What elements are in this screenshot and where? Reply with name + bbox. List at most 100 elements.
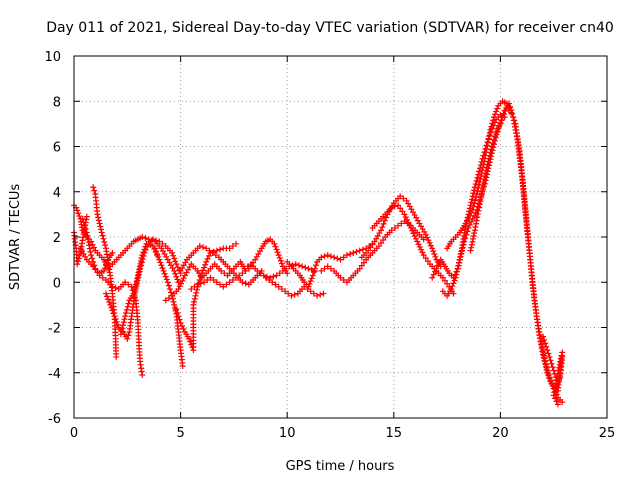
data-point <box>488 146 495 153</box>
data-point <box>489 120 496 127</box>
y-tick-label: -4 <box>48 367 61 382</box>
data-point <box>177 319 184 326</box>
data-point <box>429 274 436 281</box>
data-point <box>123 310 130 317</box>
data-point <box>458 250 465 257</box>
data-point <box>278 286 285 293</box>
data-point <box>541 336 548 343</box>
data-point <box>557 358 564 365</box>
data-point <box>196 276 203 283</box>
data-point <box>492 111 499 118</box>
data-point <box>159 240 166 247</box>
data-point <box>544 369 551 376</box>
data-point <box>380 220 387 227</box>
data-point <box>550 392 557 399</box>
data-point <box>173 306 180 313</box>
data-point <box>510 117 517 124</box>
data-point <box>343 252 350 259</box>
data-point <box>542 363 549 370</box>
data-point <box>271 240 278 247</box>
data-point <box>425 237 432 244</box>
data-point <box>552 383 559 390</box>
data-point <box>165 282 172 289</box>
data-point <box>146 238 153 245</box>
data-point <box>540 333 547 340</box>
data-point <box>483 167 490 174</box>
data-point <box>381 217 388 224</box>
x-tick-label: 15 <box>386 426 403 441</box>
data-point <box>175 313 182 320</box>
y-tick-label: 10 <box>44 50 61 65</box>
series-track-g <box>105 234 182 286</box>
data-point <box>100 235 107 242</box>
data-point <box>242 280 249 287</box>
data-point <box>407 224 414 231</box>
data-point <box>469 206 476 213</box>
data-point <box>162 297 169 304</box>
data-point <box>473 217 480 224</box>
data-point <box>107 301 114 308</box>
data-point <box>117 331 124 338</box>
data-point <box>475 171 482 178</box>
data-point <box>426 239 433 246</box>
data-point <box>81 222 88 229</box>
data-point <box>537 338 544 345</box>
data-point <box>171 301 178 308</box>
data-point <box>122 279 129 286</box>
data-point <box>418 246 425 253</box>
data-point <box>180 275 187 282</box>
data-point <box>463 231 470 238</box>
data-point <box>486 152 493 159</box>
data-point <box>545 350 552 357</box>
data-point <box>262 274 269 281</box>
data-point <box>244 263 251 270</box>
data-point <box>161 270 168 277</box>
data-point <box>157 259 164 266</box>
x-tick-label: 25 <box>599 426 616 441</box>
data-point <box>74 258 81 265</box>
data-point <box>551 386 558 393</box>
data-point <box>327 253 334 260</box>
data-point <box>175 286 182 293</box>
data-point <box>174 309 181 316</box>
data-point <box>410 230 417 237</box>
data-point <box>98 226 105 233</box>
data-point <box>203 258 210 265</box>
data-point <box>473 220 480 227</box>
data-point <box>337 274 344 281</box>
data-point <box>85 235 92 242</box>
data-point <box>404 216 411 223</box>
data-point <box>272 243 279 250</box>
data-point <box>478 191 485 198</box>
data-point <box>453 271 460 278</box>
data-point <box>275 283 282 290</box>
data-point <box>174 264 181 271</box>
data-point <box>350 249 357 256</box>
data-point <box>188 286 195 293</box>
data-point <box>321 253 328 260</box>
data-point <box>311 265 318 272</box>
data-point <box>220 283 227 290</box>
data-point <box>546 353 553 360</box>
data-point <box>559 399 566 406</box>
data-point <box>92 266 99 273</box>
data-points <box>71 98 566 408</box>
data-point <box>273 246 280 253</box>
data-point <box>283 265 290 272</box>
data-point <box>239 279 246 286</box>
data-point <box>138 255 145 262</box>
data-point <box>486 129 493 136</box>
data-point <box>475 207 482 214</box>
data-point <box>207 274 214 281</box>
data-point <box>549 364 556 371</box>
data-point <box>558 355 565 362</box>
data-point <box>482 173 489 180</box>
data-point <box>194 281 201 288</box>
data-point <box>468 199 475 206</box>
data-point <box>274 249 281 256</box>
data-point <box>415 241 422 248</box>
data-point <box>187 338 194 345</box>
data-point <box>254 267 261 274</box>
data-point <box>168 289 175 296</box>
